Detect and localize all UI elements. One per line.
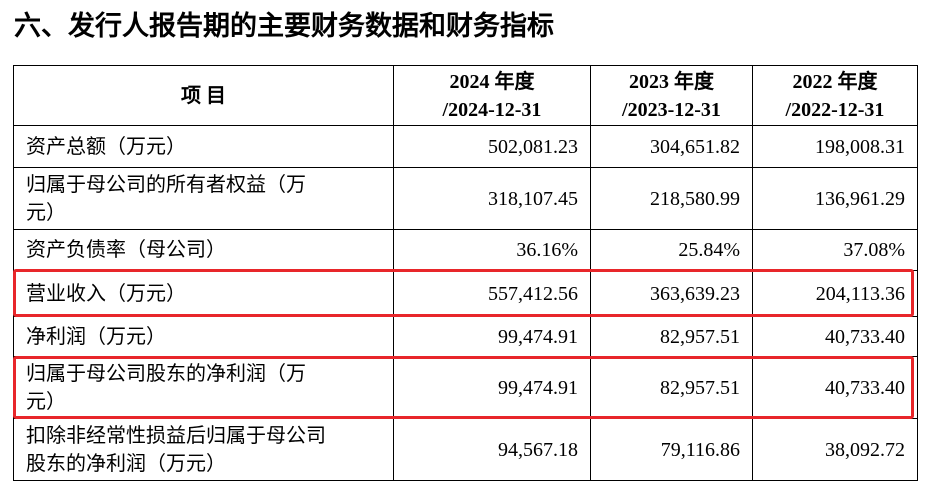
financial-table: 项 目 2024 年度/2024-12-31 2023 年度/2023-12-31 2…	[13, 65, 918, 481]
header-text: 2022 年度	[792, 70, 878, 93]
value-cell: 94,567.18	[393, 418, 591, 481]
label-text: 元）	[26, 390, 66, 413]
header-row: 项 目 2024 年度/2024-12-31 2023 年度/2023-12-31 2…	[13, 65, 918, 126]
value-cell: 304,651.82	[590, 125, 753, 168]
label-cell: 归属于母公司的所有者权益（万 元）	[13, 167, 394, 230]
label-cell: 净利润（万元）	[13, 316, 394, 357]
highlight-box	[13, 356, 914, 419]
header-text: 2023 年度	[629, 70, 714, 93]
label-cell: 扣除非经常性损益后归属于母公司 股东的净利润（万元）	[13, 418, 394, 481]
value-cell: 218,580.99	[590, 167, 753, 230]
header-text: 2024 年度	[449, 70, 535, 93]
label-cell: 资产负债率（母公司）	[13, 229, 394, 271]
label-text: 元）	[26, 201, 66, 224]
value-cell: 79,116.86	[590, 418, 753, 481]
highlight-box	[13, 269, 914, 317]
table-row: 扣除非经常性损益后归属于母公司 股东的净利润（万元） 94,567.18 79,116…	[13, 418, 918, 481]
label-text: 资产负债率（母公司）	[26, 239, 226, 261]
table-row: 营业收入（万元） 557,412.56 363,639.23 204,113.36	[13, 270, 918, 317]
value-cell: 136,961.29	[752, 167, 918, 230]
value-cell: 198,008.31	[752, 125, 918, 168]
header-text: /2023-12-31	[622, 98, 721, 121]
value-cell: 38,092.72	[752, 418, 918, 481]
table-row: 资产负债率（母公司） 36.16% 25.84% 37.08%	[13, 229, 918, 271]
value-cell: 36.16%	[393, 229, 591, 271]
table-row: 净利润（万元） 99,474.91 82,957.51 40,733.40	[13, 316, 918, 357]
value-cell: 363,639.23	[590, 270, 753, 317]
label-cell: 归属于母公司股东的净利润（万 元）	[13, 356, 394, 419]
header-cell: 2022 年度/2022-12-31	[752, 65, 918, 126]
value-cell: 318,107.45	[393, 167, 591, 230]
value-cell: 40,733.40	[752, 316, 918, 357]
header-text: /2022-12-31	[785, 98, 885, 121]
header-text: 项 目	[181, 84, 226, 107]
value-cell: 40,733.40	[752, 356, 918, 419]
header-text: /2024-12-31	[442, 98, 542, 121]
label-text: 归属于母公司股东的净利润（万	[26, 362, 306, 385]
value-cell: 25.84%	[590, 229, 753, 271]
value-cell: 502,081.23	[393, 125, 591, 168]
label-text: 归属于母公司的所有者权益（万	[26, 173, 306, 196]
value-cell: 82,957.51	[590, 316, 753, 357]
label-text: 扣除非经常性损益后归属于母公司	[26, 424, 326, 447]
value-cell: 99,474.91	[393, 356, 591, 419]
label-cell: 资产总额（万元）	[13, 125, 394, 168]
value-cell: 37.08%	[752, 229, 918, 271]
table-row: 归属于母公司股东的净利润（万 元） 99,474.91 82,957.51 40,733…	[13, 356, 918, 419]
header-cell: 项 目	[13, 65, 394, 126]
table-row: 归属于母公司的所有者权益（万 元） 318,107.45 218,580.99 136,…	[13, 167, 918, 230]
header-cell: 2024 年度/2024-12-31	[393, 65, 591, 126]
value-cell: 99,474.91	[393, 316, 591, 357]
label-text: 股东的净利润（万元）	[26, 452, 226, 475]
header-cell: 2023 年度/2023-12-31	[590, 65, 753, 126]
section-title: 六、发行人报告期的主要财务数据和财务指标	[14, 11, 554, 42]
table-row: 资产总额（万元） 502,081.23 304,651.82 198,008.31	[13, 125, 918, 168]
label-text: 营业收入（万元）	[26, 282, 186, 305]
value-cell: 204,113.36	[752, 270, 918, 317]
label-text: 资产总额（万元）	[26, 135, 186, 158]
label-text: 净利润（万元）	[26, 325, 166, 348]
